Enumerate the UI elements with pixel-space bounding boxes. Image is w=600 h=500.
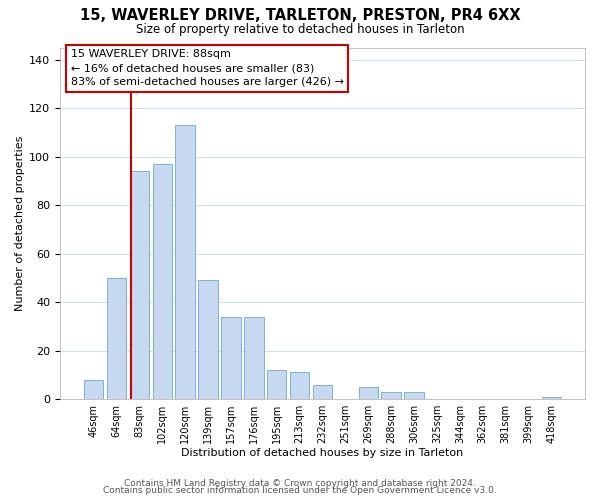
- Bar: [244, 316, 263, 399]
- Text: Size of property relative to detached houses in Tarleton: Size of property relative to detached ho…: [136, 22, 464, 36]
- Bar: [542, 396, 561, 399]
- Bar: [84, 380, 103, 399]
- Bar: [290, 372, 310, 399]
- Text: Contains HM Land Registry data © Crown copyright and database right 2024.: Contains HM Land Registry data © Crown c…: [124, 478, 476, 488]
- Text: 15, WAVERLEY DRIVE, TARLETON, PRESTON, PR4 6XX: 15, WAVERLEY DRIVE, TARLETON, PRESTON, P…: [80, 8, 520, 22]
- X-axis label: Distribution of detached houses by size in Tarleton: Distribution of detached houses by size …: [181, 448, 464, 458]
- Bar: [382, 392, 401, 399]
- Bar: [152, 164, 172, 399]
- Bar: [175, 125, 195, 399]
- Bar: [404, 392, 424, 399]
- Bar: [221, 316, 241, 399]
- Text: Contains public sector information licensed under the Open Government Licence v3: Contains public sector information licen…: [103, 486, 497, 495]
- Bar: [359, 387, 378, 399]
- Bar: [130, 171, 149, 399]
- Bar: [107, 278, 126, 399]
- Bar: [313, 384, 332, 399]
- Y-axis label: Number of detached properties: Number of detached properties: [15, 136, 25, 311]
- Bar: [267, 370, 286, 399]
- Bar: [199, 280, 218, 399]
- Text: 15 WAVERLEY DRIVE: 88sqm
← 16% of detached houses are smaller (83)
83% of semi-d: 15 WAVERLEY DRIVE: 88sqm ← 16% of detach…: [71, 50, 344, 88]
